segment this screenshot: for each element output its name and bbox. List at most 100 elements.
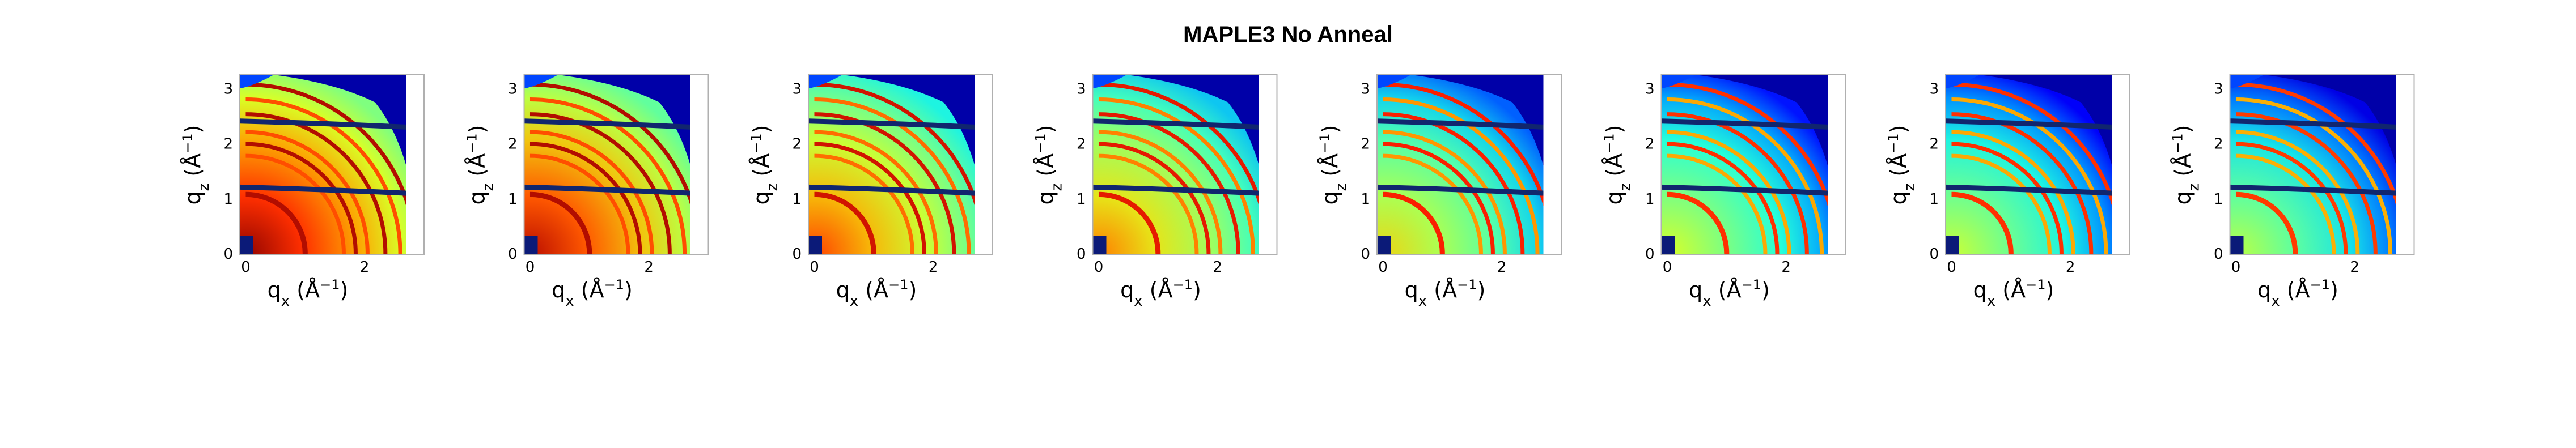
panel-1: 0 2 0 1 2 3 qx (Å−1) qz (Å−1) xyxy=(180,74,425,310)
x-tick-label: 2 xyxy=(2066,259,2075,276)
ring-2 xyxy=(529,153,630,254)
ring-2 xyxy=(1951,153,2052,254)
y-tick-label: 0 xyxy=(508,246,518,263)
ring-3 xyxy=(1383,142,1495,254)
y-tick-label: 1 xyxy=(1929,191,1939,208)
beamstop xyxy=(240,236,253,255)
panel-3: 0 2 0 1 2 3 qx (Å−1) qz (Å−1) xyxy=(748,74,993,310)
axes-frame xyxy=(808,74,993,255)
x-axis-label: qx (Å−1) xyxy=(836,277,917,310)
ring-6 xyxy=(1098,97,1256,254)
y-axis-label: qz (Å−1) xyxy=(2170,125,2203,205)
ring-4 xyxy=(1667,130,1791,254)
y-tick-label: 2 xyxy=(792,136,802,153)
x-axis-label: qx (Å−1) xyxy=(2257,277,2338,310)
masked-region xyxy=(1980,75,2112,166)
ring-6 xyxy=(814,97,971,254)
panel-8: 0 2 0 1 2 3 qx (Å−1) qz (Å−1) xyxy=(2170,74,2415,310)
detector-gap-1 xyxy=(1092,184,1260,196)
beamstop xyxy=(2230,236,2244,255)
ring-1 xyxy=(529,191,592,254)
masked-region xyxy=(1126,75,1260,166)
detector-gap-2 xyxy=(1661,118,1828,130)
ring-4 xyxy=(1951,130,2075,254)
y-tick-label: 2 xyxy=(508,136,518,153)
x-tick-label: 2 xyxy=(1781,259,1791,276)
y-tick-label: 2 xyxy=(1361,136,1370,153)
y-tick-label: 2 xyxy=(1077,136,1086,153)
detector-gap-1 xyxy=(524,184,691,196)
ring-4 xyxy=(1098,130,1223,254)
masked-region xyxy=(1695,75,1828,166)
ring-5 xyxy=(814,112,956,254)
ring-7 xyxy=(529,82,691,207)
panel-7: 0 2 0 1 2 3 qx (Å−1) qz (Å−1) xyxy=(1886,74,2130,310)
y-tick-label: 3 xyxy=(508,80,518,97)
ring-7 xyxy=(245,82,406,207)
ring-4 xyxy=(814,130,938,254)
ring-3 xyxy=(529,142,642,254)
y-axis-label: qz (Å−1) xyxy=(748,125,781,205)
ring-2 xyxy=(1098,153,1199,254)
y-tick-label: 3 xyxy=(1077,80,1086,97)
y-axis-label: qz (Å−1) xyxy=(1033,125,1066,205)
panel-2: 0 2 0 1 2 3 qx (Å−1) qz (Å−1) xyxy=(464,74,709,310)
x-tick-label: 2 xyxy=(360,259,370,276)
ring-3 xyxy=(1667,142,1780,254)
x-tick-label: 0 xyxy=(526,259,535,276)
ring-7 xyxy=(1098,82,1260,207)
ring-4 xyxy=(2235,130,2360,254)
x-tick-label: 0 xyxy=(241,259,251,276)
ring-1 xyxy=(1383,191,1445,254)
y-tick-label: 3 xyxy=(1929,80,1939,97)
ring-6 xyxy=(2235,97,2393,254)
detector-gap-2 xyxy=(808,118,975,130)
detector-gap-2 xyxy=(1377,118,1544,130)
x-tick-label: 2 xyxy=(929,259,938,276)
detector-gap-1 xyxy=(1661,184,1828,196)
y-tick-label: 0 xyxy=(792,246,802,263)
x-axis-label: qx (Å−1) xyxy=(1120,277,1201,310)
ring-4 xyxy=(529,130,654,254)
y-tick-label: 1 xyxy=(1361,191,1370,208)
ring-2 xyxy=(1667,153,1768,254)
axes-frame xyxy=(1660,74,1846,255)
beamstop xyxy=(1092,236,1107,255)
y-tick-label: 1 xyxy=(508,191,518,208)
beamstop xyxy=(1377,236,1391,255)
y-axis-label: qz (Å−1) xyxy=(464,125,497,205)
ring-7 xyxy=(2235,82,2397,207)
ring-5 xyxy=(1667,112,1809,254)
x-tick-label: 0 xyxy=(2231,259,2241,276)
y-tick-label: 3 xyxy=(792,80,802,97)
y-tick-label: 3 xyxy=(2214,80,2223,97)
ring-1 xyxy=(2235,191,2298,254)
masked-region xyxy=(274,75,406,166)
detector-gap-2 xyxy=(2230,118,2397,130)
y-tick-label: 0 xyxy=(1077,246,1086,263)
beamstop xyxy=(1946,236,1959,255)
x-tick-label: 2 xyxy=(644,259,654,276)
x-tick-label: 0 xyxy=(1378,259,1388,276)
y-tick-label: 1 xyxy=(1077,191,1086,208)
masked-region xyxy=(1411,75,1544,166)
ring-7 xyxy=(814,82,975,207)
beamstop xyxy=(524,236,538,255)
y-tick-label: 1 xyxy=(223,191,233,208)
ring-5 xyxy=(245,112,388,254)
x-tick-label: 0 xyxy=(810,259,819,276)
x-tick-label: 2 xyxy=(1497,259,1507,276)
ring-3 xyxy=(2235,142,2348,254)
ring-5 xyxy=(1951,112,2094,254)
beamstop xyxy=(1661,236,1675,255)
panel-5: 0 2 0 1 2 3 qx (Å−1) qz (Å−1) xyxy=(1317,74,1562,310)
ring-6 xyxy=(1383,97,1540,254)
ring-3 xyxy=(1098,142,1211,254)
y-tick-label: 2 xyxy=(223,136,233,153)
figure-title: MAPLE3 No Anneal xyxy=(1183,22,1393,47)
detector-gap-1 xyxy=(240,184,406,196)
x-tick-label: 0 xyxy=(1094,259,1104,276)
y-tick-label: 0 xyxy=(2214,246,2223,263)
ring-1 xyxy=(1951,191,2014,254)
